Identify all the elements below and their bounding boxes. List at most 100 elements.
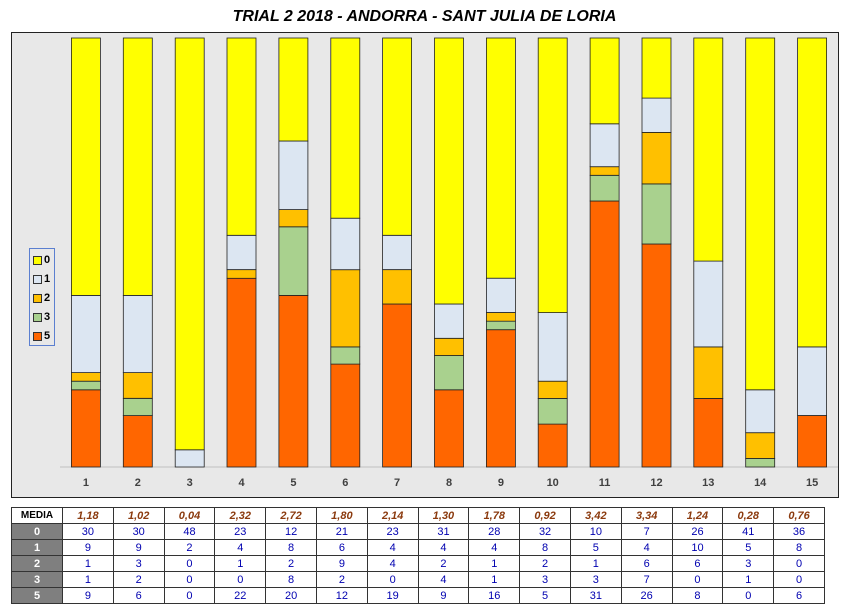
- legend-item-2: 2: [33, 291, 50, 305]
- legend-item-1: 1: [33, 272, 50, 286]
- bar-segment-9-score-2: [485, 312, 516, 322]
- bar-segment-12-score-5: [641, 243, 672, 468]
- bar-segment-11-score-2: [589, 166, 620, 176]
- media-cell: 1,02: [112, 507, 165, 524]
- bar-segment-3-score-0: [174, 37, 205, 451]
- legend-swatch: [33, 331, 42, 341]
- legend-item-0: 0: [33, 253, 50, 267]
- data-table: MEDIA 1,18 1,02 0,04 2,32 2,72 1,80 2,14 1,30 1,7…: [11, 507, 825, 604]
- table-row-1: 1 9 9 2 4 8 6 4 4 4 8 5 4 10 5 8: [11, 539, 825, 556]
- table-cell: 1: [62, 571, 114, 588]
- table-cell: 48: [163, 523, 216, 540]
- bar-segment-11-score-3: [589, 174, 620, 202]
- table-cell: 8: [519, 539, 571, 556]
- table-cell: 5: [722, 539, 775, 556]
- bar-segment-4-score-5: [226, 277, 257, 468]
- table-row-0: 0 30 30 48 23 12 21 23 31 28 32 10 7 26 41 36: [11, 523, 825, 540]
- table-cell: 12: [315, 587, 368, 604]
- bar-segment-9-score-3: [485, 320, 516, 331]
- media-cell: 1,80: [315, 507, 368, 524]
- bar-segment-4-score-0: [226, 37, 257, 236]
- x-tick-label: 8: [446, 477, 452, 489]
- table-cell: 4: [214, 539, 267, 556]
- bar-segment-14-score-1: [745, 389, 776, 434]
- x-tick-label: 7: [394, 477, 400, 489]
- x-tick-label: 10: [547, 477, 559, 489]
- table-cell: 8: [671, 587, 724, 604]
- media-cell: 0,92: [519, 507, 571, 524]
- table-cell: 0: [773, 571, 825, 588]
- legend-label: 1: [44, 273, 51, 285]
- row-header: 3: [11, 571, 63, 588]
- table-cell: 0: [163, 571, 216, 588]
- table-cell: 10: [569, 523, 622, 540]
- table-cell: 31: [569, 587, 622, 604]
- media-cell: 1,30: [417, 507, 470, 524]
- table-cell: 0: [366, 571, 419, 588]
- table-cell: 1: [214, 555, 267, 572]
- table-cell: 12: [265, 523, 317, 540]
- x-tick-label: 13: [702, 477, 714, 489]
- table-cell: 16: [468, 587, 521, 604]
- table-cell: 22: [214, 587, 267, 604]
- table-cell: 9: [62, 539, 114, 556]
- table-cell: 0: [671, 571, 724, 588]
- table-cell: 21: [315, 523, 368, 540]
- table-cell: 4: [468, 539, 521, 556]
- table-cell: 0: [773, 555, 825, 572]
- bar-segment-6-score-0: [330, 37, 361, 219]
- table-cell: 1: [468, 571, 521, 588]
- legend-swatch: [33, 293, 42, 303]
- bar-segment-5-score-1: [278, 140, 309, 210]
- x-tick-label: 14: [754, 477, 767, 489]
- media-cell: 0,04: [163, 507, 216, 524]
- bar-segment-2-score-5: [122, 415, 153, 468]
- table-cell: 9: [315, 555, 368, 572]
- bar-segment-7-score-1: [382, 234, 413, 271]
- media-cell: 1,24: [671, 507, 724, 524]
- table-cell: 2: [112, 571, 165, 588]
- x-tick-label: 6: [342, 477, 348, 489]
- media-cell: 0,76: [773, 507, 825, 524]
- x-tick-label: 2: [135, 477, 141, 489]
- legend-item-3: 3: [33, 310, 50, 324]
- bar-segment-14-score-2: [745, 432, 776, 459]
- bar-segment-5-score-5: [278, 294, 309, 468]
- table-cell: 5: [519, 587, 571, 604]
- bar-segment-13-score-2: [693, 346, 724, 399]
- table-cell: 3: [569, 571, 622, 588]
- x-tick-label: 4: [238, 477, 245, 489]
- bar-segment-5-score-2: [278, 209, 309, 228]
- table-cell: 19: [366, 587, 419, 604]
- table-cell: 1: [722, 571, 775, 588]
- row-header: MEDIA: [11, 507, 63, 524]
- table-cell: 1: [569, 555, 622, 572]
- table-cell: 20: [265, 587, 317, 604]
- table-cell: 3: [519, 571, 571, 588]
- x-tick-label: 3: [187, 477, 193, 489]
- bar-segment-6-score-3: [330, 346, 361, 365]
- bar-segment-7-score-2: [382, 269, 413, 305]
- chart-title: TRIAL 2 2018 - ANDORRA - SANT JULIA DE L…: [232, 8, 617, 25]
- table-cell: 1: [468, 555, 521, 572]
- bar-segment-10-score-3: [537, 397, 568, 425]
- bar-segment-13-score-1: [693, 260, 724, 348]
- stacked-bar-chart: 1 2 3 4 5 6 7 8 9 10 11 12 13 14 15: [60, 37, 838, 489]
- bar-segment-8-score-2: [434, 337, 464, 356]
- table-cell: 2: [519, 555, 571, 572]
- table-cell: 32: [519, 523, 571, 540]
- bar-segment-10-score-0: [537, 37, 568, 314]
- table-cell: 26: [671, 523, 724, 540]
- legend: 0 1 2 3 5: [29, 248, 55, 346]
- bar-segment-15-score-5: [797, 415, 827, 468]
- legend-swatch: [33, 255, 42, 265]
- bar-segment-10-score-2: [537, 380, 568, 399]
- table-cell: 7: [620, 523, 673, 540]
- bar-segment-8-score-0: [434, 37, 464, 305]
- bar-segment-2-score-0: [122, 37, 153, 296]
- x-tick-label: 9: [498, 477, 504, 489]
- bar-segment-6-score-5: [330, 363, 361, 468]
